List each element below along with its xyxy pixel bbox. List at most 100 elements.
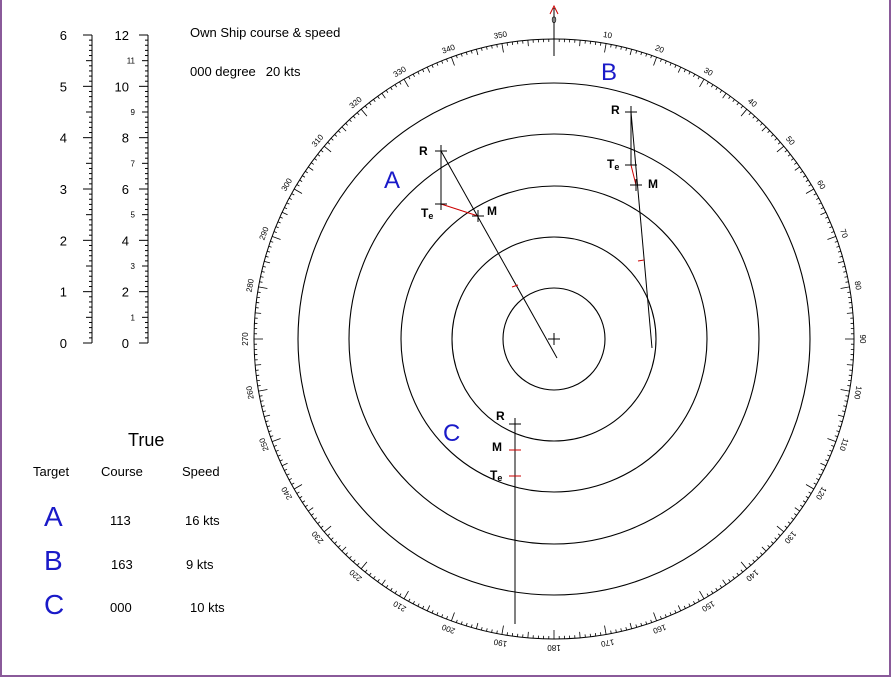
bearing-tick: [455, 619, 458, 623]
bearing-tick: [293, 484, 303, 490]
target-a-plot: R Te M A: [384, 144, 558, 359]
bearing-tick: [264, 414, 271, 418]
bearing-tick: [377, 96, 380, 99]
bearing-tick: [481, 47, 483, 51]
bearing-tick: [790, 517, 794, 520]
own-ship-course: 000 degree: [190, 64, 256, 79]
bearing-tick: [299, 179, 303, 182]
bearing-tick: [669, 62, 672, 66]
bearing-tick: [837, 250, 842, 253]
header-course: Course: [101, 464, 143, 479]
target-b-r-label: R: [611, 103, 620, 117]
bearing-tick: [422, 605, 425, 609]
target-b-relative-line: [630, 111, 653, 349]
bearing-tick: [748, 562, 752, 566]
bearing-tick: [323, 145, 332, 153]
bearing-tick: [715, 587, 718, 591]
bearing-tick: [349, 119, 352, 123]
bearing-tick: [767, 545, 771, 548]
bearing-tick: [446, 616, 448, 620]
bearing-tick: [740, 108, 748, 117]
target-a-r-mark: [435, 145, 447, 157]
bearing-tick: [808, 491, 812, 494]
target-b-plot: R Te M B: [601, 59, 658, 349]
bearing-tick: [327, 533, 331, 537]
bearing-tick: [273, 231, 277, 233]
bearing-tick: [784, 525, 788, 529]
bearing-tick: [805, 496, 809, 499]
bearing-tick: [465, 622, 468, 627]
bearing-tick: [669, 612, 672, 616]
bearing-tick: [337, 130, 341, 133]
target-c-te-label: Te: [490, 468, 502, 483]
bearing-tick: [426, 66, 431, 73]
bearing-tick: [827, 454, 831, 457]
range-ring: [297, 82, 811, 596]
bearing-tick: [697, 598, 700, 602]
bearing-tick: [748, 112, 752, 116]
bearing-tick: [265, 255, 269, 258]
bearing-tick: [839, 420, 843, 423]
bearing-tick: [722, 579, 727, 585]
bearing-tick: [496, 630, 498, 634]
bearing-tick: [794, 166, 800, 171]
bearing-label: 30: [702, 66, 715, 79]
bearing-tick: [640, 622, 643, 627]
bearing-tick: [827, 438, 837, 442]
scale-right-minor-label: 3: [131, 262, 136, 271]
bearing-tick: [831, 445, 835, 447]
bearing-tick: [286, 473, 290, 476]
bearing-tick: [302, 500, 306, 503]
bearing-tick: [481, 627, 483, 631]
true-table-title: True: [128, 430, 165, 450]
bearing-tick: [808, 184, 812, 187]
bearing-tick: [645, 53, 648, 57]
bearing-tick: [660, 58, 662, 62]
bearing-tick: [408, 76, 411, 80]
bearing-tick: [844, 400, 848, 402]
bearing-tick: [693, 73, 696, 77]
bearing-label: 170: [600, 637, 615, 648]
scale-right-minor-label: 9: [131, 108, 136, 117]
bearing-tick: [381, 93, 386, 99]
bearing-tick: [837, 260, 844, 264]
bearing-tick: [364, 569, 368, 573]
bearing-tick: [752, 559, 756, 563]
scale-right-minor-label: 5: [131, 211, 136, 220]
radar-plot: 10 20 30 40 50 60 70 80 90 100 110 120 130 140 150 160 1…: [241, 4, 867, 652]
bearing-tick: [460, 621, 463, 625]
bearing-tick: [829, 449, 833, 452]
bearing-tick: [820, 207, 824, 210]
bearing-tick: [719, 585, 723, 588]
bearing-tick: [341, 126, 347, 132]
bearing-tick: [496, 44, 498, 48]
scale-left-label: 5: [60, 79, 67, 94]
bearing-label: 330: [392, 64, 409, 79]
own-ship-values: 000 degree 20 kts: [190, 64, 300, 79]
bearing-tick: [345, 552, 348, 556]
bearing-tick: [417, 603, 420, 607]
bearing-tick: [805, 484, 815, 490]
bearing-tick: [756, 555, 759, 559]
bearing-tick: [756, 119, 759, 123]
bearing-tick: [845, 395, 849, 397]
scale-left-label: 3: [60, 182, 67, 197]
bearing-label: 230: [310, 529, 326, 545]
bearing-tick: [837, 414, 844, 418]
bearing-label: 10: [602, 30, 613, 41]
bearing-tick: [736, 102, 740, 106]
target-b-m-label: M: [648, 177, 658, 191]
bearing-tick: [752, 115, 756, 119]
bearing-tick: [258, 389, 268, 392]
bearing-label: 190: [493, 637, 508, 648]
target-a-te-label: Te: [421, 206, 433, 221]
bearing-tick: [760, 122, 763, 126]
bearing-tick: [629, 49, 633, 56]
target-a-relative-line: [440, 150, 558, 359]
bearing-tick: [820, 462, 827, 467]
bearing-tick: [579, 631, 581, 638]
bearing-label: 260: [245, 385, 256, 400]
target-c-letter: C: [443, 420, 460, 447]
target-a-true-vector: [440, 203, 479, 217]
bearing-tick: [711, 84, 714, 88]
